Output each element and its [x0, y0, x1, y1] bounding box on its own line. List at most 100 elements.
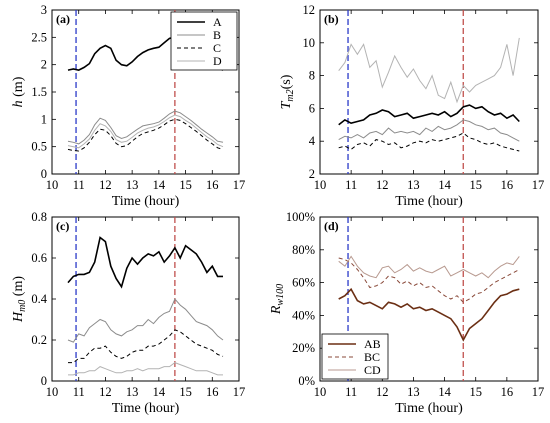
- series-line-b: [338, 119, 520, 142]
- x-tick-label: 11: [345, 178, 357, 192]
- series-line-ab: [338, 287, 520, 342]
- x-axis-label: Time (hour): [112, 194, 180, 209]
- x-tick-label: 13: [126, 385, 139, 399]
- y-tick-label: 0.2: [31, 333, 47, 347]
- x-tick-label: 12: [376, 385, 389, 399]
- series-line-c: [68, 329, 224, 364]
- x-tick-label: 15: [469, 178, 482, 192]
- x-tick-label: 10: [46, 385, 59, 399]
- x-tick-label: 15: [179, 178, 192, 192]
- y-tick-label: 3: [41, 3, 47, 17]
- y-axis-label: Tm2(s): [279, 74, 296, 109]
- y-tick-label: 100%: [286, 210, 315, 224]
- x-axis-label: Time (hour): [395, 401, 463, 416]
- x-tick-label: 14: [153, 385, 166, 399]
- y-tick-label: 10: [303, 36, 316, 50]
- x-axis-label: Time (hour): [112, 401, 180, 416]
- x-tick-label: 17: [233, 385, 246, 399]
- legend-label: CD: [364, 363, 381, 377]
- panel-a: 10 11 12 13 14 15 16 17 0 0.5 1 1.5 2 2.5 3 (a) Time (ho…: [11, 3, 245, 209]
- x-tick-label: 11: [345, 385, 357, 399]
- series-line-d: [338, 37, 520, 104]
- panel-tag: (d): [324, 219, 339, 233]
- series-line-a: [338, 104, 520, 126]
- series-line-c: [67, 118, 224, 152]
- x-tick-label: 10: [46, 178, 59, 192]
- panel-tag: (c): [56, 219, 69, 233]
- y-tick-label: 0.8: [31, 210, 47, 224]
- y-tick-label: 0.6: [31, 251, 47, 265]
- legend-label: C: [213, 41, 221, 55]
- y-axis-label: Hm0 (m): [11, 276, 28, 323]
- series-line-b: [67, 110, 224, 145]
- plot-frame: [51, 216, 240, 382]
- x-tick-label: 14: [153, 178, 166, 192]
- x-tick-label: 17: [532, 385, 545, 399]
- y-tick-label: 0: [41, 374, 47, 388]
- x-tick-label: 14: [438, 178, 451, 192]
- y-axis-label: h (m): [11, 76, 26, 107]
- legend-label: B: [213, 28, 221, 42]
- y-tick-label: 12: [303, 3, 316, 17]
- x-tick-label: 11: [73, 385, 85, 399]
- y-axis-label: Rw100: [269, 284, 286, 315]
- series-line-cd: [338, 255, 520, 279]
- panel-c: 10 11 12 13 14 15 16 17 0 0.2 0.4 0.6 0.8 (c) Time (ho…: [11, 210, 245, 416]
- x-tick-label: 16: [501, 385, 514, 399]
- panel-b: 10 11 12 13 14 15 16 17 2 4 6 8 10 12 (b) Time (hour) Tm…: [279, 3, 544, 209]
- legend-label: D: [213, 54, 222, 68]
- y-tick-label: 1: [41, 112, 47, 126]
- y-tick-label: 40%: [292, 308, 315, 322]
- x-tick-label: 15: [179, 385, 192, 399]
- y-tick-label: 0%: [298, 374, 315, 388]
- panel-d: 10 11 12 13 14 15 16 17 0% 20% 40% 60% 80% 100% (d) Tim…: [269, 210, 544, 416]
- legend-label: A: [213, 15, 222, 29]
- y-tick-label: 4: [309, 134, 316, 148]
- y-tick-label: 80%: [292, 243, 315, 257]
- x-tick-label: 10: [314, 385, 327, 399]
- x-tick-label: 16: [501, 178, 514, 192]
- y-tick-label: 0.4: [31, 292, 47, 306]
- series-line-d: [68, 362, 223, 376]
- legend-label: AB: [364, 337, 381, 351]
- x-tick-label: 12: [99, 178, 112, 192]
- series-line-d: [67, 114, 224, 149]
- plot-frame: [319, 9, 539, 175]
- x-tick-label: 10: [314, 178, 327, 192]
- y-tick-label: 2: [309, 167, 315, 181]
- y-tick-label: 0.5: [31, 140, 47, 154]
- x-tick-label: 13: [407, 178, 420, 192]
- y-tick-label: 1.5: [31, 85, 47, 99]
- legend-box: [321, 333, 389, 380]
- x-tick-label: 12: [376, 178, 389, 192]
- x-tick-label: 17: [532, 178, 545, 192]
- x-tick-label: 15: [469, 385, 482, 399]
- y-tick-label: 20%: [292, 341, 315, 355]
- x-tick-label: 12: [99, 385, 112, 399]
- y-tick-label: 2.5: [31, 30, 47, 44]
- x-tick-label: 17: [233, 178, 246, 192]
- series-line-a: [67, 236, 223, 289]
- legend-label: BC: [364, 350, 380, 364]
- series-line-b: [67, 298, 224, 343]
- plot-frame: [319, 216, 539, 382]
- y-tick-label: 6: [309, 101, 315, 115]
- x-tick-label: 11: [73, 178, 85, 192]
- x-tick-label: 16: [206, 385, 219, 399]
- y-tick-label: 60%: [292, 276, 315, 290]
- x-tick-label: 13: [407, 385, 420, 399]
- series-line-bc: [338, 257, 520, 303]
- panel-tag: (b): [324, 12, 339, 26]
- y-tick-label: 2: [41, 58, 47, 72]
- y-tick-label: 0: [41, 167, 47, 181]
- series-line-c: [338, 132, 520, 152]
- panel-tag: (a): [56, 12, 70, 26]
- x-tick-label: 14: [438, 385, 451, 399]
- y-tick-label: 8: [309, 69, 315, 83]
- x-axis-label: Time (hour): [395, 194, 463, 209]
- x-tick-label: 16: [206, 178, 219, 192]
- x-tick-label: 13: [126, 178, 139, 192]
